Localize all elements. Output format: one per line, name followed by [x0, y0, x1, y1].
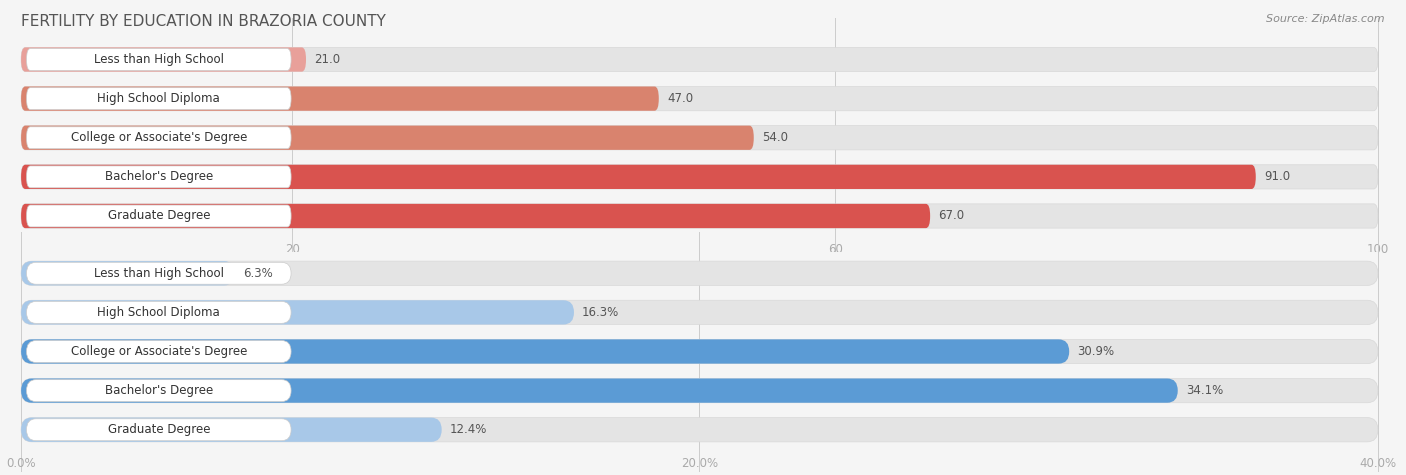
Text: 47.0: 47.0 [666, 92, 693, 105]
FancyBboxPatch shape [21, 125, 1378, 150]
Text: 67.0: 67.0 [938, 209, 965, 222]
FancyBboxPatch shape [21, 204, 931, 228]
FancyBboxPatch shape [21, 418, 1378, 442]
Text: College or Associate's Degree: College or Associate's Degree [70, 131, 247, 144]
Text: 34.1%: 34.1% [1185, 384, 1223, 397]
FancyBboxPatch shape [21, 418, 441, 442]
Text: Graduate Degree: Graduate Degree [107, 423, 209, 436]
FancyBboxPatch shape [21, 48, 307, 72]
FancyBboxPatch shape [27, 48, 291, 70]
FancyBboxPatch shape [27, 205, 291, 227]
Text: Source: ZipAtlas.com: Source: ZipAtlas.com [1267, 14, 1385, 24]
FancyBboxPatch shape [21, 300, 574, 324]
Text: 6.3%: 6.3% [243, 267, 273, 280]
FancyBboxPatch shape [21, 48, 1378, 72]
FancyBboxPatch shape [27, 302, 291, 323]
Text: 91.0: 91.0 [1264, 171, 1291, 183]
Text: Less than High School: Less than High School [94, 267, 224, 280]
FancyBboxPatch shape [21, 379, 1178, 403]
FancyBboxPatch shape [27, 127, 291, 149]
FancyBboxPatch shape [27, 88, 291, 110]
Text: 12.4%: 12.4% [450, 423, 488, 436]
Text: Bachelor's Degree: Bachelor's Degree [104, 171, 212, 183]
Text: 30.9%: 30.9% [1077, 345, 1115, 358]
Text: High School Diploma: High School Diploma [97, 306, 221, 319]
FancyBboxPatch shape [21, 261, 1378, 285]
FancyBboxPatch shape [21, 261, 235, 285]
FancyBboxPatch shape [21, 125, 754, 150]
Text: 16.3%: 16.3% [582, 306, 620, 319]
Text: High School Diploma: High School Diploma [97, 92, 221, 105]
Text: Less than High School: Less than High School [94, 53, 224, 66]
FancyBboxPatch shape [27, 341, 291, 362]
Text: 54.0: 54.0 [762, 131, 787, 144]
Text: FERTILITY BY EDUCATION IN BRAZORIA COUNTY: FERTILITY BY EDUCATION IN BRAZORIA COUNT… [21, 14, 387, 29]
Text: Bachelor's Degree: Bachelor's Degree [104, 384, 212, 397]
Text: 21.0: 21.0 [314, 53, 340, 66]
Text: Graduate Degree: Graduate Degree [107, 209, 209, 222]
Text: College or Associate's Degree: College or Associate's Degree [70, 345, 247, 358]
FancyBboxPatch shape [21, 379, 1378, 403]
FancyBboxPatch shape [21, 339, 1069, 364]
FancyBboxPatch shape [21, 86, 1378, 111]
FancyBboxPatch shape [27, 380, 291, 401]
FancyBboxPatch shape [21, 165, 1378, 189]
FancyBboxPatch shape [27, 166, 291, 188]
FancyBboxPatch shape [21, 339, 1378, 364]
FancyBboxPatch shape [21, 300, 1378, 324]
FancyBboxPatch shape [21, 86, 659, 111]
FancyBboxPatch shape [27, 419, 291, 441]
FancyBboxPatch shape [21, 165, 1256, 189]
FancyBboxPatch shape [21, 204, 1378, 228]
FancyBboxPatch shape [27, 262, 291, 284]
